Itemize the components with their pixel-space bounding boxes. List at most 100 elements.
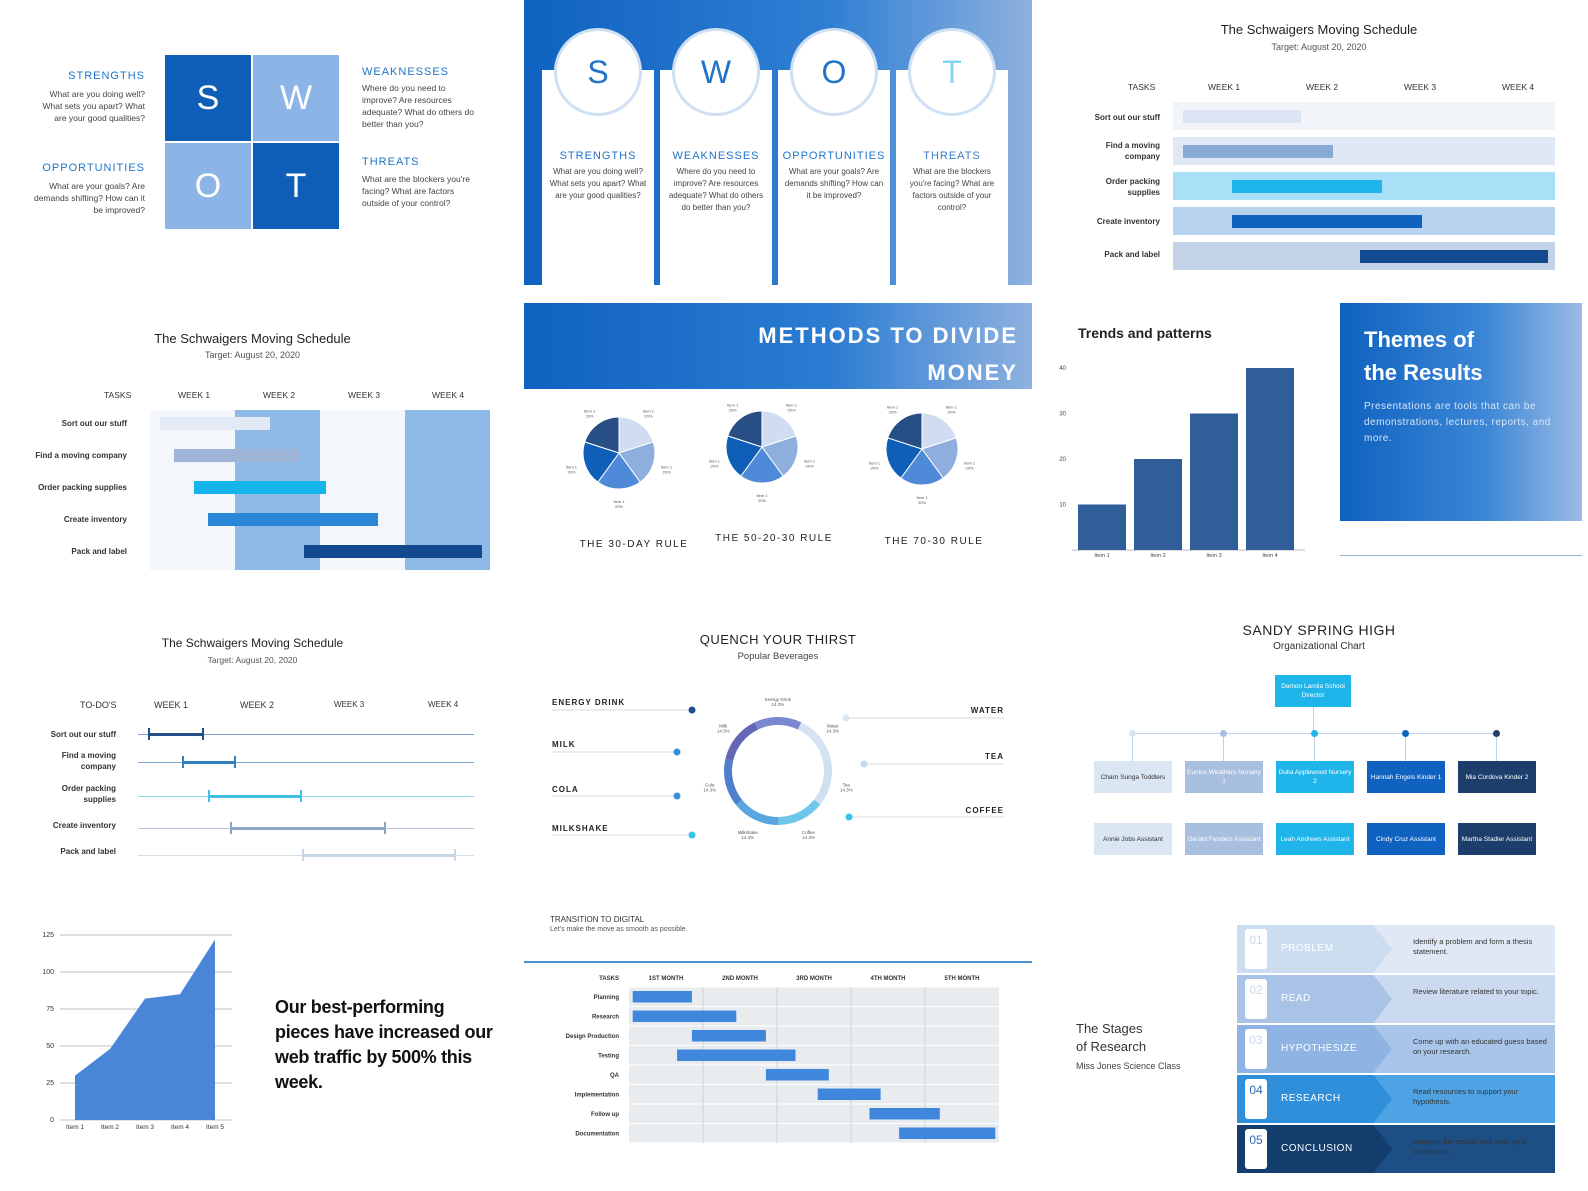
- org-assistant-box[interactable]: Annie Jobs Assistant: [1094, 823, 1172, 855]
- pie-slice: [727, 410, 763, 448]
- ring-segment: [724, 759, 743, 805]
- y-tick-label: 20: [1059, 457, 1066, 463]
- x-tick-label: Item 1: [66, 1124, 84, 1131]
- swot-column: THREATS What are the blockers you're faci…: [896, 70, 1008, 285]
- leader-dot: [688, 831, 696, 839]
- threats-text: What are the blockers you're facing? Wha…: [362, 174, 470, 208]
- ring-label: Energy Drink: [765, 697, 792, 702]
- stage-row[interactable]: 03 HYPOTHESIZE Come up with an educated gu…: [1237, 1025, 1555, 1073]
- org-teacher-box[interactable]: Eunice Weathers Nursery 1: [1185, 761, 1263, 793]
- swot-letter-circle: T: [908, 28, 996, 116]
- pie-slice: [761, 435, 799, 477]
- org-assistant-box[interactable]: Leah Andrews Assistant: [1276, 823, 1354, 855]
- ring-label: Cola: [705, 783, 715, 788]
- org-teacher-box[interactable]: Dulia Applewood Nursery 2: [1276, 761, 1354, 793]
- web-traffic-thumbnail[interactable]: 125 100 75 50 25 0 Item 1 Item 2 Item 3 Item 4 Ite…: [0, 905, 505, 1191]
- area: [75, 939, 215, 1120]
- schedule-title: The Schwaigers Moving Schedule: [154, 331, 351, 346]
- month-header: 1ST MONTH: [649, 976, 684, 982]
- swot-quad-thumbnail[interactable]: S W O T STRENGTHS What are you doing wel…: [0, 0, 505, 285]
- ring-segment: [725, 722, 759, 761]
- ring-segment: [797, 722, 831, 761]
- org-assistant-box[interactable]: Martha Stadler Assistant: [1458, 823, 1536, 855]
- pie-label: 20%: [729, 408, 737, 413]
- pie-label: 20%: [586, 414, 594, 419]
- task-bar: [1360, 250, 1548, 263]
- pie-label: Item 1: [613, 499, 625, 504]
- beverage-label-left: MILKSHAKE: [552, 824, 609, 833]
- y-tick-label: 100: [42, 969, 54, 976]
- themes-title-line1: Themes of: [1364, 327, 1475, 352]
- stage-number: 02: [1245, 979, 1267, 1019]
- x-tick-label: Item 4: [171, 1124, 189, 1131]
- pie-label: 20%: [710, 463, 718, 468]
- org-chart-thumbnail[interactable]: SANDY SPRING HIGH Organizational Chart D…: [1050, 606, 1588, 891]
- pie-label: 20%: [567, 469, 575, 474]
- beverage-label-left: MILK: [552, 740, 576, 749]
- swot-columns-thumbnail[interactable]: STRENGTHS What are you doing well? What s…: [524, 0, 1032, 285]
- ring-segment: [777, 799, 821, 825]
- org-assistant-box[interactable]: Gerald Fenders Assistant: [1185, 823, 1263, 855]
- quench-thirst-thumbnail[interactable]: QUENCH YOUR THIRST Popular Beverages Ene…: [524, 606, 1032, 891]
- pie-slice: [618, 416, 654, 454]
- org-teacher-box[interactable]: Charn Sunga Toddlers: [1094, 761, 1172, 793]
- ring-label: 14.3%: [826, 728, 839, 733]
- task-label: Create inventory: [1096, 217, 1160, 226]
- stage-row[interactable]: 01 PROBLEM Identify a problem and form a t…: [1237, 925, 1555, 973]
- task-label: Create inventory: [63, 515, 127, 524]
- task-bar: [1232, 180, 1382, 193]
- task-bar: [899, 1127, 996, 1139]
- task-label: Documentation: [575, 1131, 619, 1137]
- task-bar: [1183, 110, 1301, 123]
- bar: [1246, 368, 1294, 550]
- week-2-header: WEEK 2: [240, 700, 275, 710]
- trends-themes-thumbnail[interactable]: Trends and patterns 40 30 20 10 Item 1 Item 2…: [1050, 303, 1588, 588]
- stage-row[interactable]: 02 READ Review literature related to your …: [1237, 975, 1555, 1023]
- stages-research-thumbnail[interactable]: The Stages of Research Miss Jones Scienc…: [1050, 905, 1588, 1191]
- org-teacher-box[interactable]: Mia Cordova Kinder 2: [1458, 761, 1536, 793]
- stage-name: CONCLUSION: [1281, 1143, 1353, 1154]
- divider: [1340, 555, 1582, 556]
- task-bar: [677, 1049, 796, 1061]
- swot-column-heading: STRENGTHS: [559, 150, 637, 162]
- trends-bar-chart: 40 30 20 10 Item 1 Item 2 Item 3 Item 4: [1059, 366, 1305, 559]
- stage-text: Read resources to support your hypothesi…: [1413, 1087, 1519, 1106]
- stage-name: READ: [1281, 993, 1311, 1004]
- pie-charts: Item 120%Item 120%Item 120%Item 120%Item…: [566, 403, 976, 509]
- org-title: SANDY SPRING HIGH: [1242, 622, 1396, 638]
- moving-schedule-thumbnail-3[interactable]: The Schwaigers Moving Schedule Target: A…: [0, 606, 505, 891]
- moving-schedule-thumbnail-2[interactable]: The Schwaigers Moving Schedule Target: A…: [0, 303, 505, 588]
- threats-heading: THREATS: [362, 156, 420, 168]
- task-bar: [160, 417, 270, 430]
- org-director-box[interactable]: Damon Lamila School Director: [1275, 675, 1351, 707]
- stage-text: Interpret the results and write your con…: [1413, 1137, 1527, 1156]
- task-bar: [304, 545, 482, 558]
- stage-text: Come up with an educated guess based on …: [1413, 1037, 1547, 1056]
- org-assistant-box[interactable]: Cindy Cruz Assistant: [1367, 823, 1445, 855]
- pie-slice: [887, 412, 923, 450]
- task-label: Research: [592, 1014, 619, 1020]
- stage-row[interactable]: 04 RESEARCH Read resources to support your…: [1237, 1075, 1555, 1123]
- task-bar: [817, 1088, 881, 1100]
- moving-schedule-thumbnail-1[interactable]: The Schwaigers Moving Schedule Target: A…: [1050, 0, 1588, 285]
- stage-row[interactable]: 05 CONCLUSION Interpret the results and wr…: [1237, 1125, 1555, 1173]
- beverage-label-right: TEA: [985, 752, 1004, 761]
- bar: [1078, 504, 1126, 550]
- strengths-text: What are you doing well? What sets you a…: [42, 89, 145, 123]
- org-connector: [1132, 737, 1133, 761]
- themes-text: Presentations are tools that can be demo…: [1364, 401, 1551, 444]
- task-label: Find a moving company: [61, 751, 116, 771]
- pie-slice: [584, 416, 620, 454]
- week-2-header: WEEK 2: [263, 390, 296, 400]
- transition-digital-thumbnail[interactable]: TRANSITION TO DIGITAL Let's make the mov…: [524, 905, 1032, 1191]
- strengths-heading: STRENGTHS: [68, 70, 145, 82]
- task-label: Testing: [598, 1053, 619, 1059]
- x-tick-label: Item 2: [1150, 553, 1165, 559]
- org-node-dot: [1220, 730, 1227, 737]
- ring-label: Milk: [719, 723, 728, 728]
- schedule-target: Target: August 20, 2020: [207, 655, 298, 665]
- org-teacher-box[interactable]: Hannah Engels Kinder 1: [1367, 761, 1445, 793]
- ring-label: 14.3%: [717, 728, 730, 733]
- pie-label: Item 1: [869, 460, 881, 465]
